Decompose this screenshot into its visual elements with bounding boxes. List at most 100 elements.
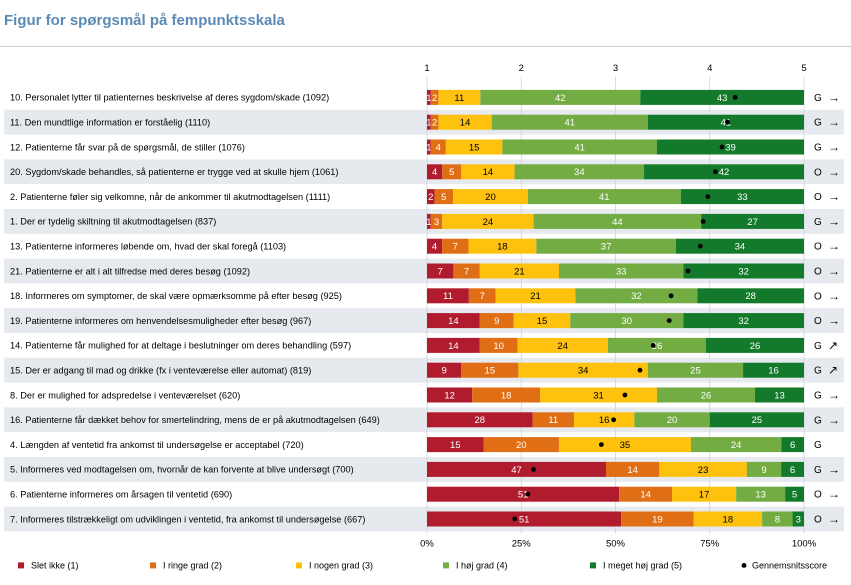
trend-arrow: ↗ xyxy=(828,363,838,377)
mean-marker xyxy=(512,516,518,522)
bar-segment xyxy=(468,288,496,304)
chart-frame: 1 2 3 4 5 10. Personalet lytter til patienter… xyxy=(0,46,851,584)
data-label: 13 xyxy=(774,390,785,401)
bottom-axis-tick: 100% xyxy=(792,538,817,549)
data-label: 26 xyxy=(652,341,663,352)
legend-swatch xyxy=(296,562,302,569)
row-label: 12. Patienterne får svar på de spørgsmål… xyxy=(10,142,245,152)
significance-label: O xyxy=(814,291,822,302)
data-label: 4 xyxy=(436,142,441,153)
data-label: 8 xyxy=(775,514,780,525)
significance-label: G xyxy=(814,391,822,402)
bar-segment xyxy=(483,437,559,453)
trend-arrow: → xyxy=(828,190,840,204)
bar-segment xyxy=(575,288,698,304)
bar-segment xyxy=(647,362,744,378)
data-label: 5 xyxy=(792,490,797,501)
trend-arrow: → xyxy=(828,487,840,501)
data-label: 1 xyxy=(426,118,431,129)
bar-segment xyxy=(619,486,673,502)
bar-segment xyxy=(680,189,804,205)
mean-marker xyxy=(725,119,731,125)
bar-segment xyxy=(570,313,684,329)
data-label: 32 xyxy=(738,316,749,327)
trend-arrow: → xyxy=(828,512,840,526)
row-label: 10. Personalet lytter til patienternes b… xyxy=(10,93,329,103)
bar-segment xyxy=(427,263,454,279)
data-label: 32 xyxy=(738,266,749,277)
data-label: 11 xyxy=(443,291,453,302)
row-label: 6. Patienterne informeres om årsagen til… xyxy=(10,490,232,500)
data-label: 15 xyxy=(537,316,548,327)
bar-segment xyxy=(690,437,782,453)
data-label: 6 xyxy=(790,465,795,476)
data-label: 4 xyxy=(432,242,437,253)
row-label: 21. Patienterne er alt i alt tilfredse m… xyxy=(10,266,250,276)
stacked-bar-chart: 1 2 3 4 510. Personalet lytter til patienter… xyxy=(4,63,844,570)
significance-label: G xyxy=(814,118,822,129)
bar-segment xyxy=(434,189,454,205)
bar-segment xyxy=(644,164,804,180)
bar-segment xyxy=(574,412,635,428)
row-label: 11. Den mundtlige information er forståe… xyxy=(10,118,210,128)
data-label: 2 xyxy=(432,93,437,104)
data-label: 34 xyxy=(578,366,589,377)
bar-segment xyxy=(762,511,793,527)
bar-segment xyxy=(558,263,684,279)
bar-segment xyxy=(683,313,804,329)
data-label: 39 xyxy=(725,142,736,153)
legend-label: I nogen grad (3) xyxy=(309,560,373,570)
bar-segment xyxy=(472,387,541,403)
significance-label: O xyxy=(814,167,822,178)
bar-segment xyxy=(427,238,443,254)
data-label: 20 xyxy=(485,192,496,203)
bar-segment xyxy=(427,486,620,502)
trend-arrow: → xyxy=(828,115,840,129)
bar-segment xyxy=(634,412,710,428)
trend-arrow: → xyxy=(828,214,840,228)
bar-segment xyxy=(656,139,804,155)
significance-label: G xyxy=(814,465,822,476)
data-label: 35 xyxy=(620,440,631,451)
mean-marker xyxy=(685,268,691,274)
trend-arrow: → xyxy=(828,388,840,402)
bar-segment xyxy=(427,337,480,353)
bar-segment xyxy=(427,114,431,130)
legend-label: I meget høj grad (5) xyxy=(603,560,682,570)
top-axis-tick: 1 xyxy=(424,63,429,74)
bar-segment xyxy=(743,362,804,378)
bar-segment xyxy=(540,387,657,403)
bar-segment xyxy=(746,461,782,477)
bar-segment xyxy=(438,114,492,130)
data-label: 37 xyxy=(601,242,612,253)
bottom-axis-tick: 0% xyxy=(420,538,434,549)
data-label: 41 xyxy=(599,192,610,203)
bar-segment xyxy=(461,164,515,180)
data-label: 41 xyxy=(574,142,585,153)
bar-segment xyxy=(672,486,737,502)
bar-segment xyxy=(427,461,606,477)
row-label: 16. Patienterne får dækket behov for sme… xyxy=(10,415,380,425)
trend-arrow: → xyxy=(828,314,840,328)
significance-label: O xyxy=(814,242,822,253)
bar-segment xyxy=(621,511,694,527)
data-label: 18 xyxy=(501,390,512,401)
trend-arrow: → xyxy=(828,264,840,278)
bar-segment xyxy=(709,412,804,428)
row-label: 19. Patienterne informeres om henvendels… xyxy=(10,316,311,326)
data-label: 1 xyxy=(426,93,431,104)
bar-segment xyxy=(427,213,431,229)
legend-label: Slet ikke (1) xyxy=(31,560,79,570)
data-label: 33 xyxy=(616,266,627,277)
data-label: 3 xyxy=(796,514,801,525)
data-label: 24 xyxy=(557,341,568,352)
bar-segment xyxy=(675,238,804,254)
bar-segment xyxy=(736,486,786,502)
data-label: 7 xyxy=(438,266,443,277)
trend-arrow: → xyxy=(828,462,840,476)
mean-marker xyxy=(637,367,643,373)
bar-segment xyxy=(656,387,755,403)
row-label: 18. Informeres om symptomer, de skal vær… xyxy=(10,291,342,301)
data-label: 18 xyxy=(497,242,508,253)
data-label: 14 xyxy=(448,341,459,352)
